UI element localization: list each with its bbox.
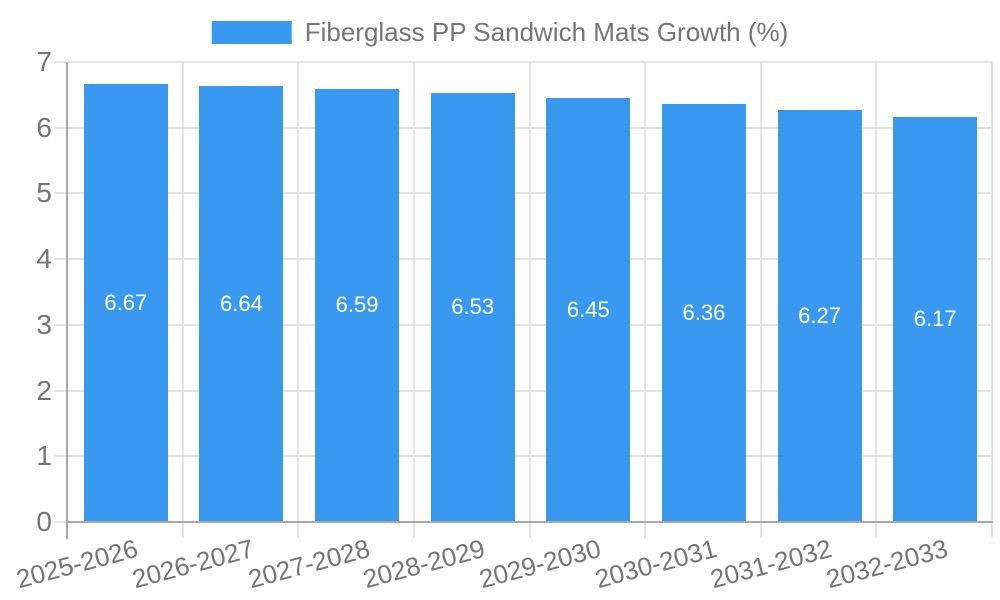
y-axis-tick [54,455,66,458]
x-axis-tick [644,523,647,538]
bar[interactable]: 6.67 [83,83,168,522]
bar-value-label: 6.53 [451,294,495,320]
y-axis-tick [54,61,66,63]
bar[interactable]: 6.59 [315,88,400,522]
y-tick-label: 7 [36,46,52,77]
x-axis-tick [412,523,415,538]
bar-value-label: 6.67 [104,289,148,315]
gridline-horizontal [68,323,993,326]
x-axis-tick [759,523,762,538]
x-axis-tick [297,523,300,538]
x-axis-tick [991,523,993,538]
y-tick-label: 2 [36,374,52,406]
bar[interactable]: 6.27 [777,109,862,522]
y-tick-label: 3 [36,308,52,340]
gridline-vertical [644,62,647,522]
gridline-horizontal [68,258,993,261]
gridline-vertical [759,62,762,522]
bar-value-label: 6.27 [798,302,841,328]
gridline-horizontal [68,192,993,195]
gridline-vertical [991,62,993,522]
x-tick-label: 2028-2029 [360,533,489,595]
x-axis-tick [528,523,531,538]
bar[interactable]: 6.64 [199,85,284,522]
gridline-vertical [181,62,184,522]
y-axis-tick [54,323,66,326]
gridline-horizontal [68,389,993,392]
bar-value-label: 6.36 [682,300,726,326]
y-tick-label: 6 [36,111,52,143]
bar[interactable]: 6.45 [546,98,631,522]
legend-swatch [211,20,292,44]
y-axis-tick [54,192,66,195]
y-axis-tick [54,258,66,261]
bar[interactable]: 6.36 [661,104,746,522]
x-tick-label: 2031-2032 [707,533,836,595]
y-axis-tick [54,389,66,392]
gridline-horizontal [68,455,993,458]
gridline-vertical [528,62,531,522]
x-axis-line [66,521,993,523]
x-tick-label: 2029-2030 [475,533,604,595]
x-axis-tick [875,523,878,538]
gridline-horizontal [68,61,993,63]
x-axis-tick [181,523,184,538]
y-tick-label: 4 [36,243,52,275]
y-tick-label: 1 [36,440,52,472]
x-tick-label: 2032-2033 [822,533,951,595]
x-tick-label: 2025-2026 [13,533,142,595]
legend-label: Fiberglass PP Sandwich Mats Growth (%) [304,17,789,47]
y-axis-tick [54,521,66,523]
gridline-horizontal [68,126,993,129]
bar-value-label: 6.17 [913,306,957,332]
bar[interactable]: 6.17 [893,116,978,522]
y-axis-tick [54,126,66,129]
x-tick-label: 2027-2028 [244,533,373,595]
gridline-vertical [297,62,300,522]
legend[interactable]: Fiberglass PP Sandwich Mats Growth (%) [211,17,789,47]
bar-value-label: 6.59 [335,292,379,318]
gridline-vertical [412,62,415,522]
x-tick-label: 2026-2027 [129,533,257,595]
bar-value-label: 6.45 [566,297,610,323]
x-tick-label: 2030-2031 [591,533,720,595]
bar[interactable]: 6.53 [430,92,515,522]
y-tick-label: 0 [36,506,52,537]
y-tick-label: 5 [36,177,52,209]
bar-value-label: 6.64 [220,290,263,316]
y-axis-line [66,62,68,539]
gridline-vertical [875,62,878,522]
